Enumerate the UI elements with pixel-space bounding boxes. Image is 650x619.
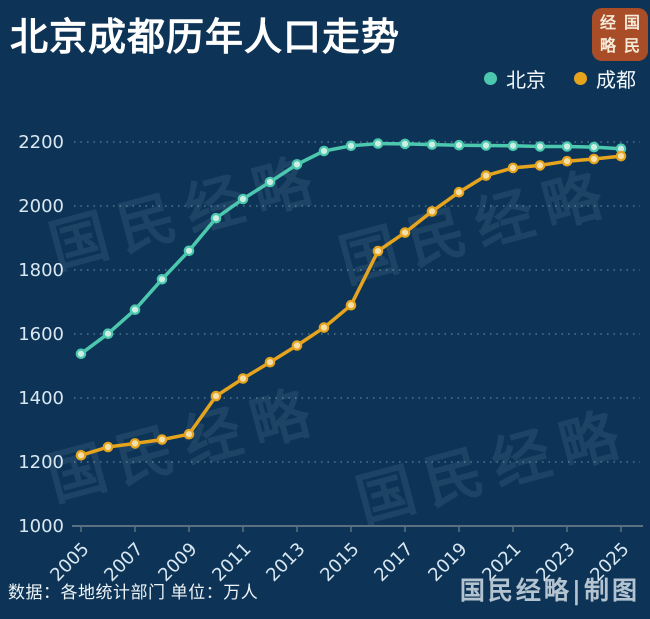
logo-char: 经 — [599, 13, 616, 33]
data-point-beijing — [426, 139, 438, 150]
data-point-beijing — [129, 304, 141, 315]
data-point-beijing — [318, 145, 330, 157]
logo-char: 民 — [623, 35, 640, 55]
logo-badge: 经 国 略 民 — [592, 8, 648, 61]
x-tick-label: 2013 — [262, 539, 309, 586]
legend-item-beijing: 北京 — [484, 64, 546, 93]
y-tick-label: 1400 — [18, 388, 64, 409]
x-tick-label: 2015 — [316, 539, 363, 586]
data-point-chengdu — [453, 186, 465, 198]
logo-char: 略 — [599, 35, 616, 55]
data-point-chengdu — [588, 153, 600, 165]
data-point-beijing — [210, 212, 222, 224]
data-point-beijing — [534, 141, 546, 152]
data-point-beijing — [156, 273, 168, 285]
data-point-beijing — [453, 139, 465, 151]
data-point-beijing — [507, 140, 519, 152]
data-point-beijing — [399, 138, 411, 150]
data-point-chengdu — [615, 150, 627, 162]
data-point-beijing — [102, 328, 114, 339]
data-point-beijing — [291, 159, 303, 170]
data-point-beijing — [183, 245, 195, 257]
beijing-legend-dot-icon — [484, 72, 497, 85]
data-point-chengdu — [156, 434, 168, 445]
data-point-beijing — [561, 141, 573, 152]
y-tick-label: 1000 — [18, 516, 64, 537]
data-point-chengdu — [561, 155, 573, 167]
x-tick-label: 2017 — [370, 539, 417, 586]
data-point-chengdu — [372, 245, 384, 257]
data-point-chengdu — [264, 356, 276, 368]
data-point-chengdu — [534, 160, 546, 171]
legend-label: 北京 — [506, 70, 546, 92]
data-source-note: 数据：各地统计部门 单位：万人 — [8, 583, 259, 602]
data-point-chengdu — [426, 206, 438, 217]
logo-char: 国 — [623, 13, 640, 33]
data-point-chengdu — [210, 390, 222, 402]
data-point-beijing — [264, 176, 276, 188]
data-point-beijing — [480, 140, 492, 151]
legend-item-chengdu: 成都 — [574, 64, 636, 93]
data-point-beijing — [237, 193, 249, 205]
y-tick-label: 2000 — [18, 196, 64, 217]
page-title: 北京成都历年人口走势 — [10, 17, 401, 59]
y-tick-label: 1800 — [18, 260, 64, 281]
data-point-chengdu — [318, 322, 330, 333]
chart-legend: 北京 成都 — [484, 64, 636, 93]
data-point-chengdu — [291, 340, 303, 351]
series-line-beijing — [79, 141, 623, 356]
data-point-beijing — [588, 141, 600, 153]
data-point-beijing — [75, 348, 87, 360]
data-point-beijing — [372, 138, 384, 149]
data-point-chengdu — [102, 441, 114, 453]
chengdu-legend-dot-icon — [574, 72, 587, 85]
y-tick-label: 1200 — [18, 452, 64, 473]
y-tick-label: 1600 — [18, 324, 64, 345]
data-point-chengdu — [480, 170, 492, 181]
data-point-chengdu — [129, 438, 141, 449]
data-point-chengdu — [507, 162, 519, 174]
data-point-chengdu — [399, 227, 411, 238]
data-point-chengdu — [75, 449, 87, 461]
y-tick-label: 2200 — [18, 132, 64, 153]
data-point-chengdu — [183, 428, 195, 440]
data-point-chengdu — [237, 373, 249, 384]
data-point-beijing — [345, 140, 357, 152]
credit-text: 国民经略|制图 — [459, 576, 640, 605]
data-point-chengdu — [345, 299, 357, 311]
legend-label: 成都 — [596, 70, 636, 92]
